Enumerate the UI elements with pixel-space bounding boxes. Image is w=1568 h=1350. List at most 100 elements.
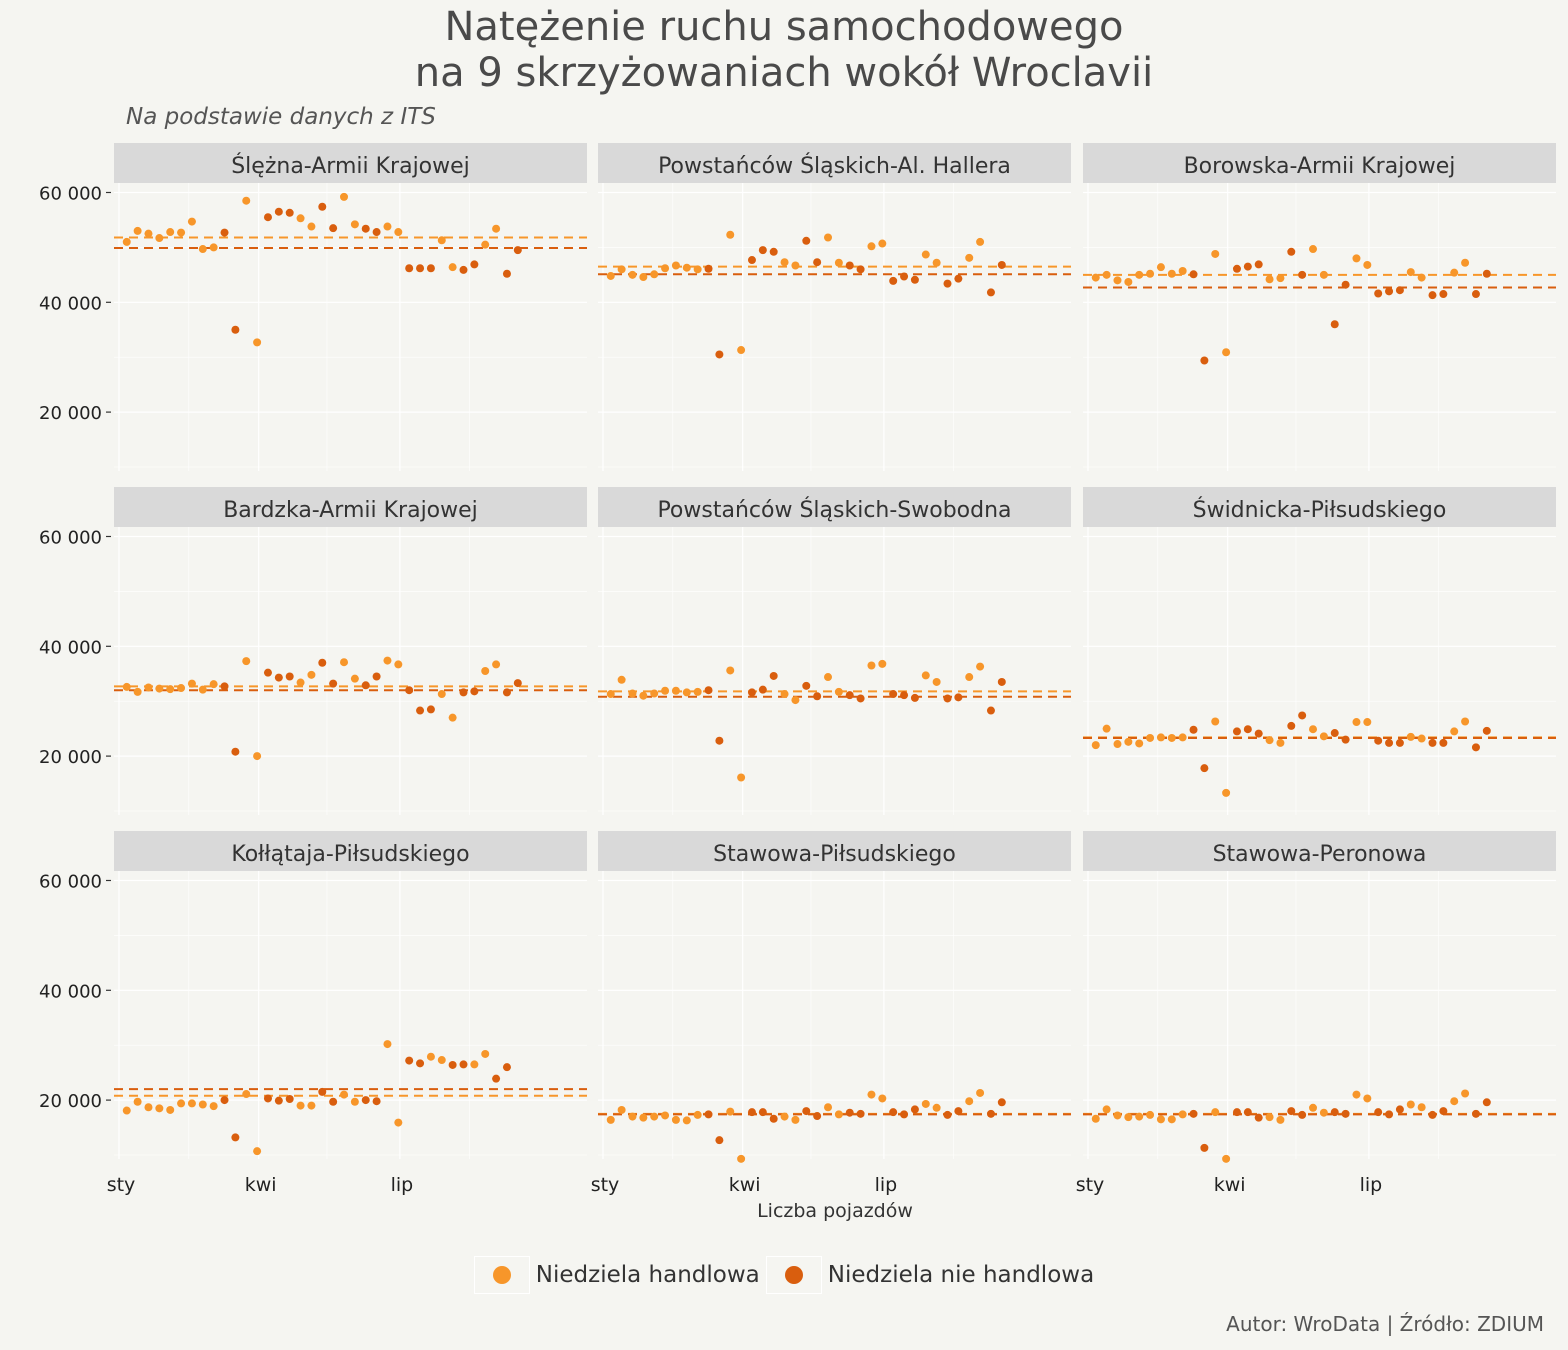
legend: Niedziela handlowa Niedziela nie handlow… (0, 1256, 1568, 1294)
data-point-nie-handlowa (329, 1097, 338, 1106)
legend-label-handlowa: Niedziela handlowa (535, 1262, 760, 1288)
data-point-nie-handlowa (997, 677, 1006, 686)
data-point-nie-handlowa (747, 688, 756, 697)
data-point-nie-handlowa (986, 706, 995, 715)
data-point-handlowa (1406, 1100, 1415, 1109)
facet-scatter-chart: Ślężna-Armii Krajowej 20 000 40 000 60 000 P… (39, 143, 1556, 1196)
data-point-nie-handlowa (361, 224, 370, 233)
data-point-nie-handlowa (1482, 1098, 1491, 1107)
data-point-nie-handlowa (220, 1096, 229, 1105)
data-point-nie-handlowa (502, 1063, 511, 1072)
data-point-nie-handlowa (318, 1087, 327, 1096)
data-point-handlowa (1352, 718, 1361, 727)
data-point-nie-handlowa (1385, 738, 1394, 747)
data-point-handlowa (1211, 1108, 1220, 1117)
data-point-nie-handlowa (758, 685, 767, 694)
data-point-handlowa (242, 657, 251, 666)
data-point-handlowa (209, 243, 218, 252)
data-point-handlowa (394, 1118, 403, 1127)
data-point-handlowa (650, 1112, 659, 1121)
data-point-handlowa (122, 237, 131, 246)
data-point-handlowa (1135, 270, 1144, 279)
y-tick-label: 20 000 (39, 403, 102, 424)
data-point-handlowa (867, 1090, 876, 1099)
panel-strip (598, 487, 1071, 527)
data-point-nie-handlowa (1482, 269, 1491, 278)
data-point-nie-handlowa (1200, 764, 1209, 773)
data-point-nie-handlowa (845, 261, 854, 270)
data-point-handlowa (1124, 1113, 1133, 1122)
data-point-handlowa (1461, 717, 1470, 726)
data-point-nie-handlowa (856, 265, 865, 274)
y-tick-label: 20 000 (39, 1091, 102, 1112)
data-point-handlowa (932, 677, 941, 686)
data-point-nie-handlowa (459, 688, 468, 697)
data-point-handlowa (791, 696, 800, 705)
data-point-handlowa (1113, 740, 1122, 749)
panel-strip (1083, 487, 1556, 527)
data-point-handlowa (976, 237, 985, 246)
data-point-nie-handlowa (1189, 1109, 1198, 1118)
data-point-nie-handlowa (1439, 1107, 1448, 1116)
data-point-handlowa (481, 1049, 490, 1058)
data-point-handlowa (606, 1115, 615, 1124)
data-point-nie-handlowa (1287, 721, 1296, 730)
data-point-nie-handlowa (769, 1114, 778, 1123)
data-point-nie-handlowa (1330, 320, 1339, 329)
data-point-handlowa (1091, 273, 1100, 282)
data-point-nie-handlowa (910, 275, 919, 284)
data-point-handlowa (682, 1116, 691, 1125)
data-point-nie-handlowa (1341, 280, 1350, 289)
data-point-nie-handlowa (1341, 1109, 1350, 1118)
data-point-nie-handlowa (1254, 260, 1263, 269)
data-point-nie-handlowa (1200, 356, 1209, 365)
data-point-handlowa (340, 658, 349, 667)
data-point-nie-handlowa (513, 246, 522, 255)
panel-title: Bardzka-Armii Krajowej (223, 498, 478, 523)
data-point-nie-handlowa (416, 264, 425, 273)
data-point-handlowa (650, 689, 659, 698)
data-point-handlowa (693, 1110, 702, 1119)
data-point-nie-handlowa (492, 1074, 501, 1083)
data-point-handlowa (177, 1099, 186, 1108)
data-point-nie-handlowa (372, 672, 381, 681)
data-point-nie-handlowa (997, 260, 1006, 269)
data-point-nie-handlowa (1330, 729, 1339, 738)
data-point-nie-handlowa (263, 668, 272, 677)
data-point-nie-handlowa (1428, 738, 1437, 747)
data-point-nie-handlowa (813, 1112, 822, 1121)
data-point-nie-handlowa (361, 681, 370, 690)
data-point-handlowa (253, 1147, 262, 1156)
data-point-handlowa (867, 242, 876, 251)
panel-title: Ślężna-Armii Krajowej (231, 153, 470, 179)
panel-strip (1083, 143, 1556, 183)
panel-title: Stawowa-Peronowa (1213, 842, 1427, 867)
data-point-nie-handlowa (704, 264, 713, 273)
data-point-handlowa (383, 656, 392, 665)
legend-label-nie-handlowa: Niedziela nie handlowa (827, 1262, 1095, 1288)
chart-subtitle: Na podstawie danych z ITS (126, 104, 436, 130)
data-point-handlowa (198, 1100, 207, 1109)
panel-title: Kołłątaja-Piłsudskiego (231, 842, 469, 867)
data-point-nie-handlowa (715, 1136, 724, 1145)
data-point-nie-handlowa (910, 693, 919, 702)
data-point-handlowa (617, 1105, 626, 1114)
data-point-nie-handlowa (1374, 736, 1383, 745)
data-point-handlowa (1352, 254, 1361, 263)
data-point-nie-handlowa (416, 706, 425, 715)
data-point-handlowa (448, 713, 457, 722)
data-point-nie-handlowa (1395, 738, 1404, 747)
data-point-nie-handlowa (1189, 270, 1198, 279)
data-point-nie-handlowa (1330, 1108, 1339, 1117)
data-point-nie-handlowa (954, 1107, 963, 1116)
data-point-handlowa (177, 684, 186, 693)
data-point-nie-handlowa (1243, 262, 1252, 271)
data-point-nie-handlowa (986, 1109, 995, 1118)
data-point-handlowa (1276, 1115, 1285, 1124)
chart-title: Natężenie ruchu samochodowego na 9 skrzy… (0, 4, 1568, 96)
data-point-handlowa (737, 773, 746, 782)
y-tick-label: 60 000 (39, 527, 102, 548)
data-point-handlowa (1276, 274, 1285, 283)
data-point-nie-handlowa (329, 224, 338, 233)
data-point-handlowa (1135, 1112, 1144, 1121)
